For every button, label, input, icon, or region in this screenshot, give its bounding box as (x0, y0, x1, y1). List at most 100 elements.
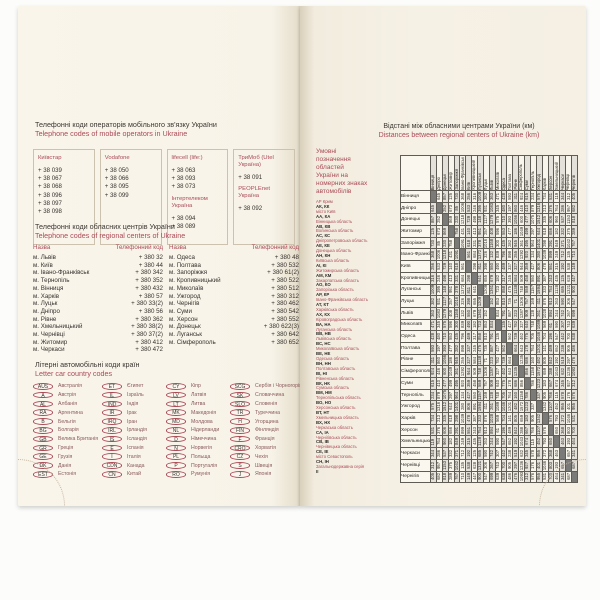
country-code-badge: J (230, 471, 250, 478)
distance-value: 255 (512, 251, 518, 259)
distance-value: 1223 (536, 378, 542, 388)
distance-value: 898 (459, 344, 465, 352)
car-code-row: MK Македонія (166, 408, 226, 417)
distance-value: 739 (501, 356, 506, 364)
distance-value: 192 (559, 263, 565, 270)
distance-value: 345 (495, 204, 501, 212)
country-name: Молдова (191, 418, 213, 425)
legend-entry: Миколаївська область ВЕ, НЕ (316, 346, 396, 357)
region-codes: ВН, НН (316, 360, 331, 366)
country-code-badge: H (230, 418, 250, 425)
distance-value: 128 (489, 391, 495, 399)
region-codes: АВ, КВ (316, 223, 331, 229)
distance-cell: 428 (500, 190, 508, 203)
mobile-operators-table: Київстар + 38 039 + 38 067 + 38 068 + 38 096… (33, 149, 295, 245)
country-code-badge: N (166, 444, 186, 452)
table-row: Запоріжжя 730 85 230 758 1091 618 331 378 1016 116… (400, 236, 578, 250)
distance-cell: 1321 (565, 283, 572, 297)
distance-value: 1042 (454, 460, 459, 470)
distance-value: 656 (548, 227, 553, 235)
distance-value: 834 (495, 309, 501, 317)
legend-entry: Хмельницька область ВХ, НХ (316, 415, 396, 426)
distance-value: 869 (448, 216, 454, 224)
column-header: Чернігів (571, 155, 578, 191)
distance-value: 640 (495, 379, 501, 387)
distance-value: 531 (571, 414, 577, 422)
city-code: + 380 622(3) (263, 323, 299, 331)
distance-value: 192 (512, 438, 518, 446)
distance-value: 699 (489, 473, 495, 481)
distance-value: 951 (477, 227, 483, 235)
city-name: м. Вінниця (33, 284, 64, 292)
distance-value: 182 (471, 321, 477, 329)
distance-value: 245 (506, 274, 512, 282)
region-name: Херсонська область (316, 405, 356, 411)
country-name: Ірландія (127, 427, 147, 434)
distance-value: 498 (471, 216, 477, 224)
distance-value: 244 (553, 309, 559, 317)
distance-cell: 1049 (518, 225, 525, 238)
column-header-label: Луганськ (477, 172, 483, 190)
distance-value: 640 (524, 321, 530, 329)
operator-code: + 38 099 (104, 191, 129, 199)
distances-title-en: Distances between regional centers of Uk… (378, 132, 540, 139)
distance-value: 729 (465, 216, 471, 224)
distance-value: 134 (459, 391, 465, 399)
distance-value: 331 (454, 274, 459, 282)
legend-entry: Донецька область АН, КН (316, 248, 396, 259)
region-codes: АР, КР (316, 292, 330, 298)
distance-value: 559 (477, 379, 483, 387)
distance-value: 297 (565, 356, 571, 364)
column-header-label: Кропивницький (471, 160, 477, 190)
car-code-row: F Франція (230, 435, 295, 444)
table-row: Кропивницький316246498413331684298 641655… (400, 271, 578, 285)
city-rows-left: м. Львів + 380 32 м. Київ + 380 44 м. Івано-… (33, 254, 163, 354)
region-codes: ВС, НС (316, 341, 331, 347)
distance-value: 327 (495, 368, 501, 376)
distance-value: 659 (518, 414, 524, 422)
distance-value: 482 (536, 356, 542, 364)
country-name: Швеція (255, 462, 273, 469)
row-header: Рівне (400, 353, 431, 367)
country-code-badge: I (102, 453, 122, 460)
distance-value: 1049 (518, 226, 524, 236)
distance-value: 700 (565, 333, 571, 341)
row-header: Чернівці (400, 458, 431, 472)
country-code-badge: CZ (230, 453, 250, 460)
distance-value: 1306 (483, 367, 489, 377)
distance-value: 712 (459, 450, 465, 457)
operator-group: Інтертелеком Україна + 38 094 + 38 089 (172, 196, 224, 231)
city-name: м. Івано-Франківськ (33, 269, 90, 277)
distance-value: 1158 (530, 367, 536, 377)
table-row: Сімферополь 924 446 600 1049 361 1292 944 509 748… (400, 365, 578, 378)
distance-value: 767 (571, 239, 577, 247)
distance-value: 238 (559, 344, 565, 352)
distance-value: 61 (495, 427, 501, 433)
distance-value: 252 (442, 204, 448, 212)
distance-value: 1138 (512, 285, 518, 295)
distance-value: 132 (459, 309, 465, 317)
distance-value: 213 (436, 414, 442, 422)
distance-cell: 553 (500, 225, 508, 238)
distance-value: 615 (430, 379, 436, 387)
distance-value: 261 (536, 309, 542, 317)
operator-name: Vodafone (104, 155, 130, 161)
city-name: м. Львів (33, 254, 56, 261)
distance-cell: 1056 (512, 213, 520, 227)
distance-value: 682 (571, 204, 577, 212)
distance-value: 748 (530, 321, 536, 329)
country-name: Чехія (255, 453, 268, 460)
country-name: Португалія (191, 462, 218, 469)
distance-value: 480 (436, 333, 442, 341)
distance-value: 1039 (459, 413, 465, 423)
column-header: Житомир (447, 155, 455, 191)
distance-value: 730 (430, 239, 436, 247)
distance-value: 898 (506, 251, 512, 259)
region-codes: АТ, КТ (316, 302, 329, 308)
city-row: м. Тернопіль + 380 352 (33, 277, 163, 285)
city-code: + 380 472 (135, 346, 163, 354)
column-header-label: Харків (542, 177, 547, 190)
distance-value: 931 (483, 204, 489, 212)
table-row: Житомир 125 673 869 758 431 140 413 951 257 408 596… (400, 225, 578, 238)
distance-value: 312 (571, 379, 577, 387)
